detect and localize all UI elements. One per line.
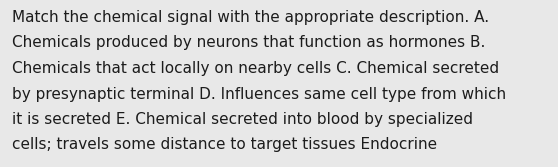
Text: it is secreted E. Chemical secreted into blood by specialized: it is secreted E. Chemical secreted into… (12, 112, 473, 127)
Text: cells; travels some distance to target tissues Endocrine: cells; travels some distance to target t… (12, 137, 437, 152)
Text: Chemicals that act locally on nearby cells C. Chemical secreted: Chemicals that act locally on nearby cel… (12, 61, 499, 76)
Text: by presynaptic terminal D. Influences same cell type from which: by presynaptic terminal D. Influences sa… (12, 87, 506, 102)
Text: Chemicals produced by neurons that function as hormones B.: Chemicals produced by neurons that funct… (12, 36, 485, 50)
Text: Match the chemical signal with the appropriate description. A.: Match the chemical signal with the appro… (12, 10, 489, 25)
